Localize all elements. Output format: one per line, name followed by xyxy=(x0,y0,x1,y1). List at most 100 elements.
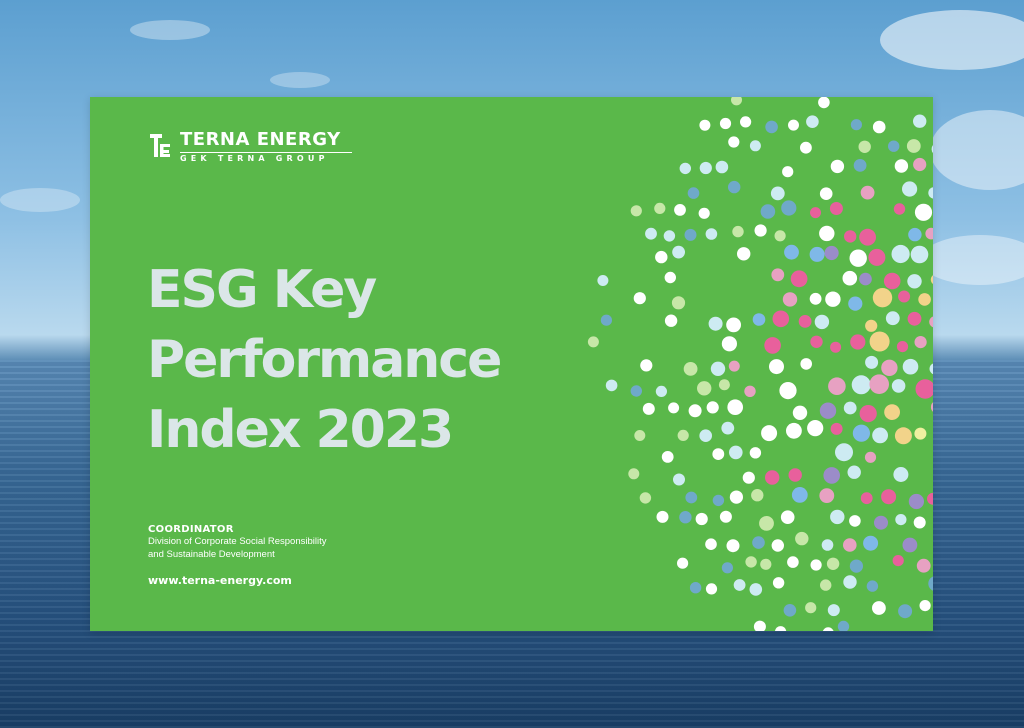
pattern-dot xyxy=(656,510,669,523)
pattern-dot xyxy=(684,228,697,241)
pattern-dot xyxy=(837,620,850,631)
pattern-dot xyxy=(892,555,904,567)
pattern-dot xyxy=(908,493,925,510)
pattern-dot xyxy=(628,468,640,480)
pattern-dot xyxy=(698,207,710,219)
pattern-dot xyxy=(869,374,889,395)
pattern-dot xyxy=(798,315,812,328)
pattern-dot xyxy=(853,159,867,172)
pattern-dot xyxy=(780,510,795,524)
pattern-dot xyxy=(928,187,933,199)
pattern-dot xyxy=(864,451,877,463)
pattern-dot xyxy=(863,535,879,551)
pattern-dot xyxy=(869,331,890,352)
pattern-dot xyxy=(925,227,933,240)
terna-logo-mark-icon xyxy=(150,134,170,157)
pattern-dot xyxy=(640,359,653,372)
pattern-dot xyxy=(843,538,857,552)
pattern-dot xyxy=(718,379,730,391)
pattern-dot xyxy=(786,422,802,439)
pattern-dot xyxy=(706,401,719,414)
pattern-dot xyxy=(821,539,834,551)
pattern-dot xyxy=(688,404,702,418)
pattern-dot xyxy=(719,510,732,523)
pattern-dot xyxy=(849,249,867,267)
pattern-dot xyxy=(753,620,766,631)
pattern-dot xyxy=(914,203,933,221)
pattern-dot xyxy=(818,97,830,109)
pattern-dot xyxy=(788,119,799,131)
pattern-dot xyxy=(597,275,609,286)
pattern-dot xyxy=(819,187,833,200)
pattern-dot xyxy=(673,473,685,486)
website-link[interactable]: www.terna-energy.com xyxy=(148,574,292,587)
pattern-dot xyxy=(902,181,918,197)
pattern-dot xyxy=(866,580,879,592)
pattern-dot xyxy=(800,358,812,370)
pattern-dot xyxy=(814,314,830,330)
pattern-dot xyxy=(787,556,799,568)
pattern-dot xyxy=(906,139,921,153)
report-title: ESG Key Performance Index 2023 xyxy=(147,255,617,465)
pattern-dot xyxy=(914,427,927,440)
pattern-dot xyxy=(754,224,767,237)
pattern-dot xyxy=(679,511,692,524)
pattern-dot xyxy=(733,579,746,591)
pattern-dot xyxy=(749,140,761,152)
pattern-dot xyxy=(843,401,857,415)
pattern-dot xyxy=(825,291,841,307)
pattern-dot xyxy=(671,296,686,310)
pattern-dot xyxy=(715,160,729,174)
pattern-dot xyxy=(765,470,780,485)
pattern-dot xyxy=(907,311,922,326)
pattern-dot xyxy=(847,465,861,479)
brand-name: TERNA ENERGY xyxy=(180,129,341,150)
pattern-dot xyxy=(791,487,808,503)
pattern-dot xyxy=(809,246,825,262)
pattern-dot xyxy=(664,314,678,327)
pattern-dot xyxy=(820,579,832,591)
pattern-dot xyxy=(902,537,918,553)
pattern-dot xyxy=(742,471,755,484)
pattern-dot xyxy=(605,379,618,392)
pattern-dot xyxy=(898,604,913,619)
pattern-dot xyxy=(728,180,741,194)
coordinator-block: COORDINATOR Division of Corporate Social… xyxy=(148,524,326,561)
pattern-dot xyxy=(849,515,861,527)
pattern-dot xyxy=(639,492,652,504)
pattern-dot xyxy=(874,515,888,530)
pattern-dot xyxy=(891,379,906,393)
pattern-dot xyxy=(872,288,893,308)
pattern-dot xyxy=(844,230,857,243)
pattern-dot xyxy=(930,402,933,412)
pattern-dot xyxy=(745,556,757,568)
pattern-dot xyxy=(893,203,906,215)
pattern-dot xyxy=(893,467,909,482)
pattern-dot xyxy=(851,375,871,395)
pattern-dot xyxy=(849,559,864,573)
pattern-dot xyxy=(830,422,843,435)
pattern-dot xyxy=(792,405,808,420)
pattern-dot xyxy=(894,427,912,445)
pattern-dot xyxy=(677,557,689,569)
pattern-dot xyxy=(908,227,922,242)
pattern-dot xyxy=(790,270,808,288)
pattern-dot xyxy=(749,583,763,596)
pattern-dot xyxy=(860,492,873,505)
pattern-dot xyxy=(916,558,931,573)
report-cover: TERNA ENERGY GEK TERNA GROUP ESG Key Per… xyxy=(90,97,933,631)
pattern-dot xyxy=(772,577,785,589)
pattern-dot xyxy=(828,377,846,396)
pattern-dot xyxy=(810,207,821,219)
pattern-dot xyxy=(896,341,909,353)
pattern-dot xyxy=(774,626,787,631)
pattern-dot xyxy=(759,516,774,531)
pattern-dot xyxy=(679,162,691,175)
pattern-dot xyxy=(774,230,786,242)
pattern-dot xyxy=(865,319,878,332)
pattern-dot xyxy=(788,468,802,482)
pattern-dot xyxy=(633,292,646,305)
pattern-dot xyxy=(819,225,835,242)
pattern-dot xyxy=(732,225,744,238)
pattern-dot xyxy=(795,531,809,546)
